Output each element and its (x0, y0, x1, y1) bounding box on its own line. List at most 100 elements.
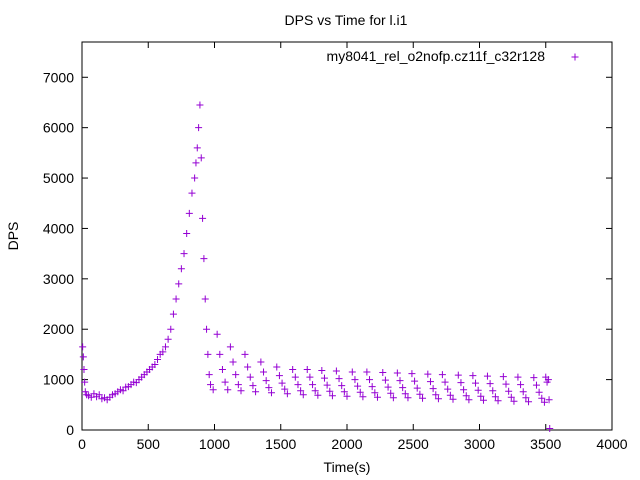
data-point (291, 373, 299, 381)
data-point (494, 397, 502, 405)
data-point (491, 393, 499, 401)
y-tick-label: 5000 (43, 170, 74, 186)
data-point (244, 363, 252, 371)
legend-marker (571, 53, 579, 61)
data-point (366, 376, 374, 384)
x-tick-label: 3000 (464, 436, 495, 452)
data-point (224, 386, 232, 394)
x-tick-label: 1000 (199, 436, 230, 452)
x-tick-label: 2000 (331, 436, 362, 452)
data-point (201, 295, 209, 303)
data-point (81, 378, 89, 386)
data-point (393, 369, 401, 377)
data-point (328, 392, 336, 400)
data-point (530, 374, 538, 382)
data-point (183, 229, 191, 237)
data-point (449, 395, 457, 403)
data-point (416, 390, 424, 398)
data-point (314, 391, 322, 399)
data-point (260, 368, 268, 376)
data-point (80, 366, 88, 374)
data-point (204, 350, 212, 358)
data-point (159, 348, 167, 356)
data-point (326, 387, 334, 395)
y-tick-label: 3000 (43, 271, 74, 287)
data-point (262, 377, 270, 385)
data-point (191, 174, 199, 182)
x-tick-label: 500 (137, 436, 161, 452)
data-point (203, 325, 211, 333)
data-point (318, 367, 326, 375)
data-point (199, 214, 207, 222)
x-tick-label: 2500 (398, 436, 429, 452)
data-point (522, 394, 530, 402)
x-tick-label: 3500 (530, 436, 561, 452)
data-point (510, 397, 518, 405)
data-point (249, 382, 257, 390)
data-point (474, 386, 482, 394)
data-point (267, 389, 275, 397)
data-point (188, 189, 196, 197)
data-point (469, 372, 477, 380)
data-point (545, 396, 553, 404)
data-point (252, 388, 260, 396)
data-point (192, 159, 200, 167)
data-point (237, 387, 245, 395)
x-axis-label: Time(s) (324, 459, 371, 475)
data-point (205, 371, 213, 379)
data-point (338, 382, 346, 390)
data-point (546, 424, 554, 432)
data-point (544, 376, 552, 384)
data-point (309, 381, 317, 389)
data-point (359, 393, 367, 401)
y-tick-label: 7000 (43, 69, 74, 85)
data-point (540, 398, 548, 406)
data-point (180, 250, 188, 258)
data-point (320, 374, 328, 382)
data-point (232, 371, 240, 379)
data-point (167, 325, 175, 333)
data-point (299, 391, 307, 399)
data-point (265, 384, 273, 392)
data-point (379, 369, 387, 377)
data-point (389, 394, 397, 402)
y-tick-label: 6000 (43, 120, 74, 136)
data-points (79, 101, 554, 432)
plot-frame (81, 41, 613, 431)
data-point (196, 101, 204, 109)
data-point (213, 330, 221, 338)
data-point (411, 377, 419, 385)
data-point (79, 353, 87, 361)
data-point (246, 373, 254, 381)
data-point (323, 381, 331, 389)
data-point (209, 386, 217, 394)
data-point (195, 124, 203, 132)
data-point (486, 380, 494, 388)
data-point (294, 381, 302, 389)
data-point (444, 385, 452, 393)
data-point (151, 360, 159, 368)
data-point (441, 378, 449, 386)
data-point (419, 394, 427, 402)
data-point (335, 375, 343, 383)
data-point (413, 384, 421, 392)
data-point (538, 394, 546, 402)
data-point (306, 373, 314, 381)
x-tick-label: 4000 (596, 436, 627, 452)
data-point (457, 379, 465, 387)
data-point (462, 392, 470, 400)
data-point (207, 381, 215, 389)
data-point (311, 387, 319, 395)
data-point (273, 363, 281, 371)
data-point (175, 280, 183, 288)
y-tick-label: 1000 (43, 372, 74, 388)
data-point (424, 370, 432, 378)
data-point (229, 358, 237, 366)
data-point (79, 343, 87, 351)
data-point (177, 265, 185, 273)
data-point (525, 398, 533, 406)
data-point (507, 393, 515, 401)
data-point (381, 376, 389, 384)
data-point (343, 392, 351, 400)
